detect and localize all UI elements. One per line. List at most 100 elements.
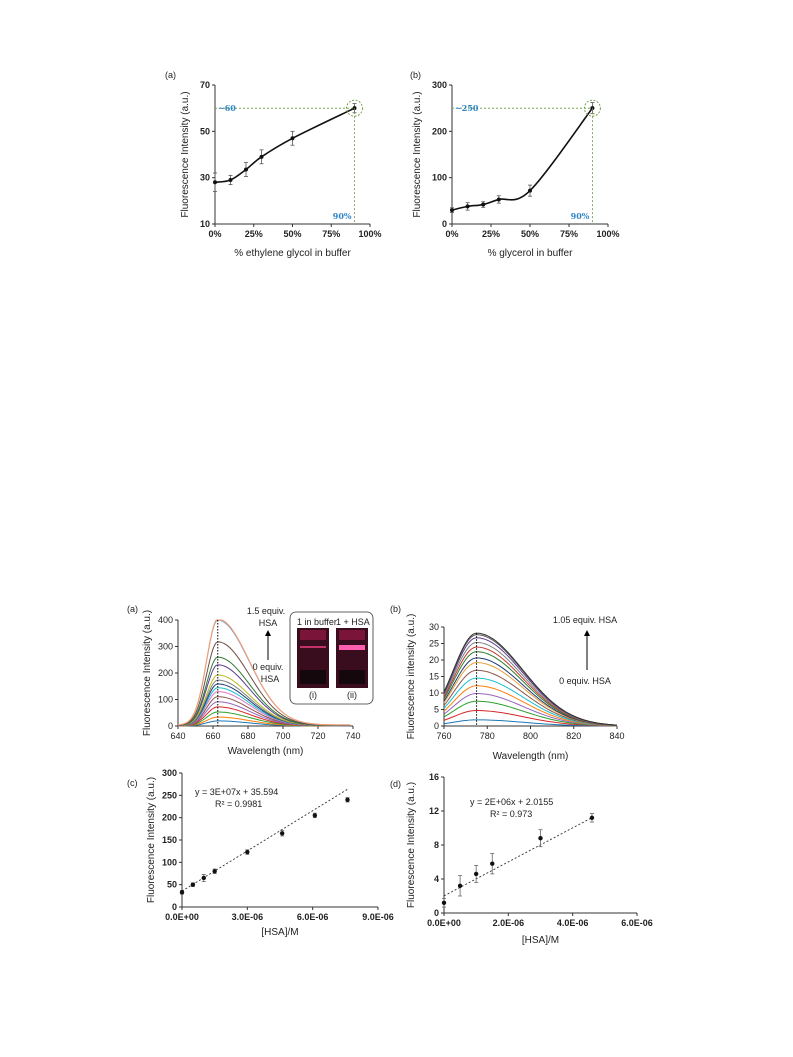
trendline: [181, 788, 349, 892]
lane-i-band: [300, 646, 326, 648]
y-tick-label: 0: [168, 721, 173, 731]
highlight-circle: [346, 99, 363, 117]
chart-b-spectra-780: 0 5 10 15 20 25 30 760 780 800 820 840 Wavelength (n…: [390, 604, 625, 762]
inset-title-right: 1 + HSA: [336, 617, 370, 627]
x-tick-label: 720: [310, 731, 325, 741]
x-tick-label: 50%: [521, 229, 539, 239]
lane-label-ii: (ii): [347, 690, 357, 700]
x-tick-label: 800: [523, 731, 538, 741]
lane-i-bottom: [300, 670, 326, 684]
x-tick-label: 9.0E-06: [362, 912, 394, 922]
highlight-circle: [583, 99, 601, 117]
data-point: [345, 797, 350, 802]
x-tick-label: 4.0E-06: [557, 918, 589, 928]
x-axis-title: % glycerol in buffer: [488, 248, 574, 259]
x-axis-title: [HSA]/M: [261, 927, 298, 938]
y-axis-title: Fluorescence intensity (a.u.): [406, 614, 417, 740]
chart-c-linear-fit: 0 50 100 150 200 250 300 0.0E+00 3.0E-06 6.0E-06 9…: [127, 768, 394, 938]
x-tick-label: 0.0E+00: [427, 918, 461, 928]
y-axis-title: Fluorescence Intensity (a.u.): [406, 782, 417, 908]
x-tick-label: 6.0E-06: [621, 918, 653, 928]
arrow-head: [584, 630, 590, 636]
data-point: [538, 836, 543, 841]
data-line: [451, 107, 594, 211]
y-tick-label: 10: [200, 219, 210, 229]
lane-i-top: [300, 630, 326, 640]
y-tick-label: 200: [432, 126, 447, 136]
y-tick-label: 20: [429, 655, 439, 665]
y-tick-label: 0: [434, 721, 439, 731]
y-tick-label: 30: [429, 622, 439, 632]
inset-title-left: 1 in buffer: [297, 617, 337, 627]
x-tick-label: 100%: [358, 229, 381, 239]
y-tick-label: 16: [429, 772, 439, 782]
y-tick-label: 250: [162, 790, 177, 800]
x-tick-label: 75%: [560, 229, 578, 239]
panel-label: (b): [410, 70, 421, 80]
y-axis-title: Fluorescence Intensity (a.u.): [142, 610, 153, 736]
x-axis-title: Wavelength (nm): [493, 751, 569, 762]
inset-gel-image: 1 in buffer 1 + HSA (i) (ii): [289, 611, 374, 705]
arrow-head: [265, 630, 271, 636]
x-value-annotation: 90%: [571, 211, 590, 221]
chart-d-linear-fit: 0 4 8 12 16 0.0E+00 2.0E-06 4.0E-06 6.0E-06 [HSA]…: [390, 772, 653, 946]
data-point: [528, 188, 532, 193]
y-tick-label: 400: [158, 615, 173, 625]
x-tick-label: 75%: [322, 229, 340, 239]
data-point: [450, 208, 454, 213]
x-axis-title: Wavelength (nm): [228, 746, 304, 757]
y-tick-label: 4: [434, 874, 439, 884]
label-top-hsa: HSA: [259, 618, 278, 628]
y-tick-label: 150: [162, 835, 177, 845]
data-point: [589, 815, 595, 820]
x-tick-label: 100%: [596, 229, 619, 239]
x-tick-label: 740: [345, 731, 360, 741]
y-tick-label: 0: [172, 902, 177, 912]
panel-label: (b): [390, 604, 401, 614]
panel-label: (a): [127, 604, 138, 614]
y-tick-label: 0: [434, 908, 439, 918]
data-point: [190, 882, 196, 887]
data-line: [214, 107, 355, 184]
x-tick-label: 3.0E-06: [232, 912, 264, 922]
y-tick-label: 100: [158, 695, 173, 705]
chart-a-spectra-650: 0 100 200 300 400 640 660 680 700 720 740 Wavelengt…: [127, 604, 374, 757]
label-bottom-equiv: 0 equiv. HSA: [559, 676, 611, 686]
data-point: [245, 849, 250, 855]
data-point: [179, 890, 185, 895]
data-point: [290, 136, 295, 141]
x-tick-label: 25%: [482, 229, 500, 239]
y-tick-label: 8: [434, 840, 439, 850]
spectrum-series-line: [443, 632, 618, 726]
x-tick-label: 700: [275, 731, 290, 741]
y-tick-label: 300: [162, 768, 177, 778]
y-tick-label: 5: [434, 705, 439, 715]
y-value-annotation: ~250: [455, 103, 479, 113]
r-squared: R² = 0.9981: [215, 799, 262, 809]
label-top-equiv: 1.5 equiv.: [247, 606, 285, 616]
data-point: [228, 177, 233, 182]
y-tick-label: 300: [432, 80, 447, 90]
chart-a-ethylene-glycol: 10 30 50 70 0% 25% 50% 75% 100% % ethylene glycol…: [165, 70, 382, 259]
y-tick-label: 12: [429, 806, 439, 816]
data-point: [457, 883, 463, 888]
fit-equation: y = 3E+07x + 35.594: [195, 787, 278, 797]
x-tick-label: 820: [566, 731, 581, 741]
data-point: [473, 871, 479, 877]
x-tick-label: 50%: [283, 229, 301, 239]
trendline: [443, 817, 591, 897]
y-tick-label: 50: [167, 880, 177, 890]
y-axis-title: Fluorescence Intensity (a.u.): [412, 91, 423, 217]
y-axis-title: Fluorescence Intensity (a.u.): [146, 777, 157, 903]
x-tick-label: 25%: [245, 229, 263, 239]
y-tick-label: 200: [162, 813, 177, 823]
x-tick-label: 0%: [208, 229, 221, 239]
y-tick-label: 70: [200, 80, 210, 90]
fit-equation: y = 2E+06x + 2.0155: [470, 797, 553, 807]
data-point: [213, 180, 217, 185]
y-tick-label: 10: [429, 688, 439, 698]
panel-label: (c): [127, 778, 138, 788]
y-tick-label: 25: [429, 639, 439, 649]
y-tick-label: 0: [442, 219, 447, 229]
data-point: [441, 900, 447, 905]
